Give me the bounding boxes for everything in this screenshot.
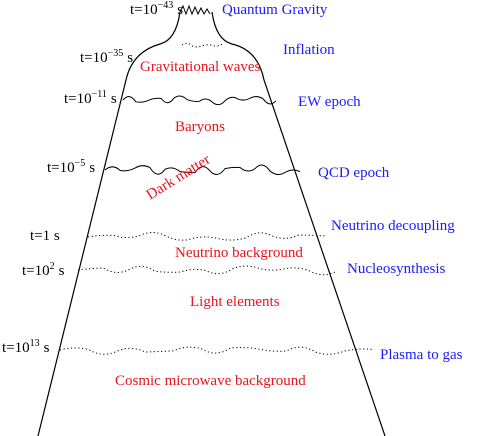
cone [37, 11, 386, 436]
time-exponent: −35 [108, 48, 124, 59]
time-unit: s [111, 91, 117, 107]
time-label: t=10−11 s [64, 89, 117, 107]
time-exponent: −5 [75, 158, 86, 169]
waves [59, 4, 373, 355]
time-label: t=1013 s [2, 338, 50, 356]
time-exponent: −11 [92, 89, 107, 100]
epoch-label: Inflation [283, 42, 335, 58]
time-label: t=10−43 s [130, 0, 183, 18]
time-exponent: 13 [30, 338, 40, 349]
time-prefix: t=1 s [30, 228, 60, 244]
relic-label: Cosmic microwave background [115, 373, 306, 389]
relic-label: Baryons [175, 119, 225, 135]
time-unit: s [59, 263, 65, 279]
epoch-label: QCD epoch [318, 165, 390, 181]
time-prefix: t=10 [22, 263, 50, 279]
relic-label: Light elements [190, 294, 280, 310]
time-prefix: t=10 [64, 91, 92, 107]
relic-label: Dark matter [144, 152, 214, 204]
time-exponent: 2 [50, 261, 55, 272]
labels: t=10−43 st=10−35 st=10−11 st=10−5 st=1 st=10… [2, 0, 463, 389]
epoch-label: Plasma to gas [380, 347, 463, 363]
time-prefix: t=10 [80, 50, 108, 66]
time-label: t=10−5 s [47, 158, 95, 176]
wave [122, 95, 277, 106]
epoch-label: Quantum Gravity [222, 2, 328, 18]
time-prefix: t=10 [47, 160, 75, 176]
dotted-wave [77, 265, 336, 276]
dotted-wave [87, 232, 326, 241]
time-label: t=1 s [30, 228, 60, 244]
time-exponent: −43 [158, 0, 174, 11]
wave [104, 164, 301, 175]
epoch-label: EW epoch [298, 94, 361, 110]
time-label: t=10−35 s [80, 48, 133, 66]
time-unit: s [89, 160, 95, 176]
time-prefix: t=10 [130, 2, 158, 18]
dotted-wave [181, 42, 223, 48]
time-unit: s [127, 50, 133, 66]
time-prefix: t=10 [2, 340, 30, 356]
epoch-label: Nucleosynthesis [347, 261, 445, 277]
time-label: t=102 s [22, 261, 65, 279]
time-unit: s [177, 2, 183, 18]
dotted-wave [59, 346, 373, 355]
relic-label: Neutrino background [175, 245, 303, 261]
time-unit: s [44, 340, 50, 356]
epoch-label: Neutrino decoupling [331, 218, 455, 234]
quantum-squiggle [179, 4, 211, 16]
relic-label: Gravitational waves [140, 59, 261, 75]
